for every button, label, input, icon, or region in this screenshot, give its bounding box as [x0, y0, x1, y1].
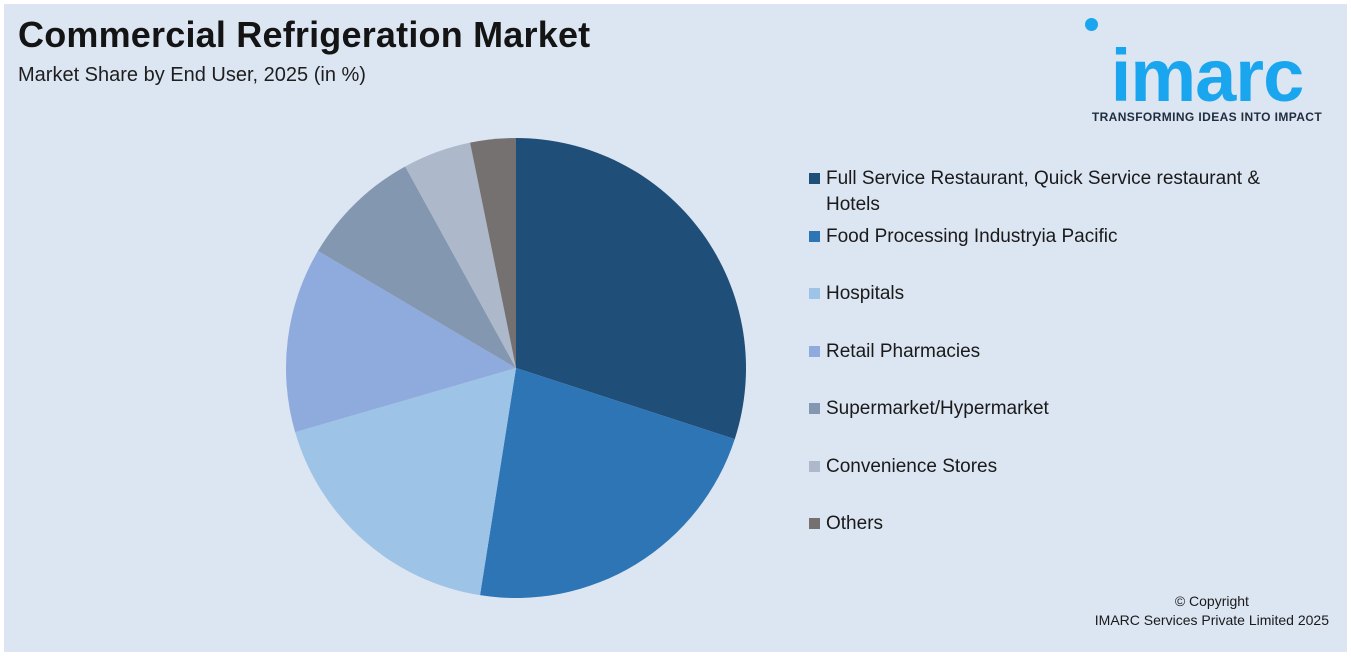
legend-item: Retail Pharmacies [809, 339, 1286, 365]
pie-slice-7 [470, 138, 516, 368]
pie-slice-6 [405, 142, 516, 368]
legend-label: Convenience Stores [826, 456, 998, 477]
pie-chart [286, 138, 746, 598]
legend-swatch [809, 173, 820, 184]
legend-item: Full Service Restaurant, Quick Service r… [809, 166, 1286, 218]
pie-slice-5 [318, 166, 516, 368]
legend-label: Supermarket/Hypermarket [826, 398, 1049, 419]
legend-swatch [809, 518, 820, 529]
copyright-company: IMARC Services Private Limited 2025 [1094, 612, 1329, 628]
pie-slice-2 [480, 368, 735, 598]
pie-slice-3 [295, 368, 516, 596]
legend-swatch [809, 461, 820, 472]
legend-label: Full Service Restaurant, Quick Service r… [826, 168, 1261, 215]
legend-item: Convenience Stores [809, 454, 1286, 480]
legend-item: Food Processing Industryia Pacific [809, 224, 1286, 250]
legend-swatch [809, 231, 820, 242]
logo-dot [1085, 18, 1098, 31]
chart-subtitle: Market Share by End User, 2025 (in %) [18, 64, 366, 86]
logo-tagline: TRANSFORMING IDEAS INTO IMPACT [1091, 110, 1323, 124]
legend-item: Others [809, 511, 1286, 537]
legend-swatch [809, 346, 820, 357]
pie-slice-1 [516, 138, 746, 440]
legend-item: Hospitals [809, 281, 1286, 307]
legend-label: Retail Pharmacies [826, 341, 981, 362]
legend-label: Others [826, 513, 884, 534]
copyright-notice: © Copyright IMARC Services Private Limit… [1095, 592, 1329, 630]
imarc-logo: imarc TRANSFORMING IDEAS INTO IMPACT [1076, 14, 1338, 124]
legend-swatch [809, 288, 820, 299]
chart-title: Commercial Refrigeration Market [18, 14, 591, 55]
logo-wordmark: imarc [1110, 34, 1304, 117]
copyright-line: © Copyright [1174, 593, 1249, 609]
legend-label: Food Processing Industryia Pacific [826, 226, 1118, 247]
legend-item: Supermarket/Hypermarket [809, 396, 1286, 422]
legend-swatch [809, 403, 820, 414]
pie-slice-4 [286, 250, 516, 433]
legend-label: Hospitals [826, 283, 905, 304]
